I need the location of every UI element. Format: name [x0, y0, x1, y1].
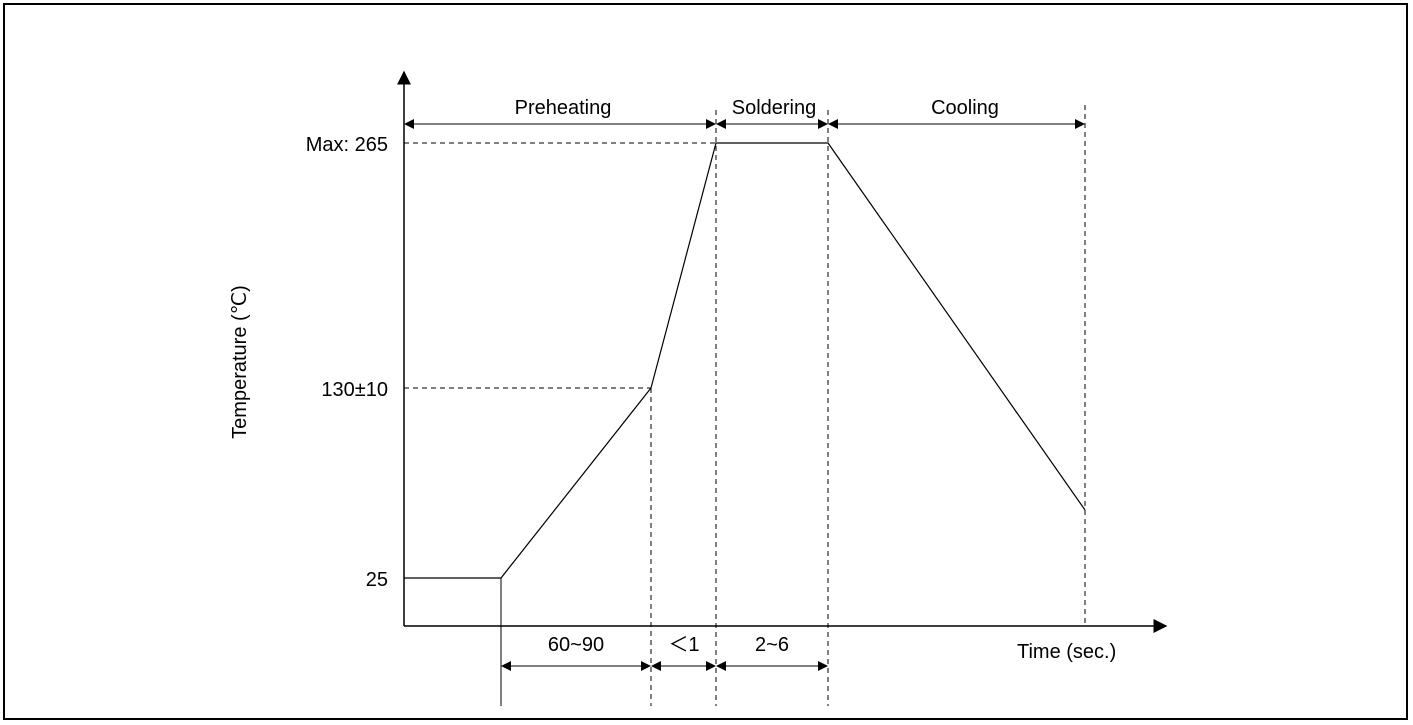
duration-label-solder: 2~6: [755, 634, 789, 656]
temperature-profile-line: [404, 142, 1086, 579]
duration-label-ramp: ＜1: [668, 634, 699, 656]
y-tick-max: Max: 265: [306, 134, 388, 156]
x-axis-label: Time (sec.): [1017, 641, 1116, 663]
phase-label-cooling: Cooling: [931, 97, 999, 119]
y-tick-low: 25: [366, 569, 388, 591]
y-axis-label: Temperature (℃): [229, 285, 251, 439]
diagram-frame: [3, 3, 1408, 720]
y-tick-mid: 130±10: [321, 379, 388, 401]
phase-label-soldering: Soldering: [732, 97, 817, 119]
phase-label-preheating: Preheating: [515, 97, 612, 119]
duration-label-preheat: 60~90: [548, 634, 604, 656]
